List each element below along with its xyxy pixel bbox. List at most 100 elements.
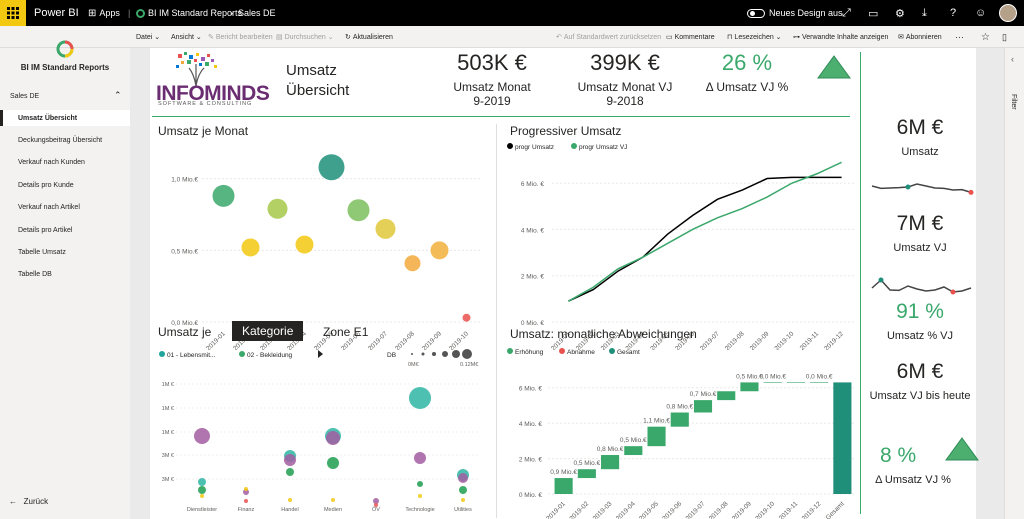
card-2[interactable]: 7M € Umsatz VJ [864,212,976,254]
reset-button[interactable]: ↶ Auf Standardwert zurücksetzen [556,33,662,42]
data-label: 0,5 Mio.€ [573,460,600,467]
back-button[interactable]: ← Zurück [9,497,49,506]
chart-umsatz-je-monat[interactable]: 1,0 Mio.€0,5 Mio.€0,0 Mio.€2019-01 2019-0… [150,140,496,350]
size-legend-max: 0.12M€ [460,362,478,368]
notifications-icon[interactable]: ▭ [868,7,879,20]
legend-marker [571,143,577,149]
card-3[interactable]: 91 % Umsatz % VJ [864,300,976,342]
apps-link[interactable]: ⊞ Apps [88,7,120,19]
x-tick-label: 2019-12 [801,500,823,519]
kpi-umsatz-monat-vj[interactable]: 399K € Umsatz Monat VJ 9-2018 [577,50,673,108]
related-content-button[interactable]: ⊶ Verwandte Inhalte anzeigen [793,33,889,42]
report-canvas: INFOMINDS SOFTWARE & CONSULTING Umsatz Ü… [150,48,979,519]
y-tick-label: 0,5 Mio.€ [171,248,198,255]
kpi-umsatz-monat[interactable]: 503K € Umsatz Monat 9-2019 [453,50,531,108]
category-bubble [288,498,292,502]
y-tick-label: 0 Mio. € [521,320,545,327]
chevron-left-icon[interactable]: ‹ [1011,54,1014,64]
toggle-switch [747,8,765,18]
chart-monatliche-abweichungen[interactable]: Erhöhung Abnahme Gesamt 6 Mio. € 4 Mio. € 2 M… [496,344,860,519]
pane-toggle-icon[interactable]: ▯ [1002,31,1007,42]
card-1[interactable]: 6M € Umsatz [864,116,976,158]
x-tick-label: Gesamt [825,500,846,519]
size-legend-dot [421,352,425,356]
nav-page-3[interactable]: Verkauf nach Kunden [18,159,85,167]
waterfall-bar [740,382,759,392]
feedback-smiley-icon[interactable]: ☺ [975,7,987,19]
explore-icon: ▤ [276,34,285,41]
category-bubble [244,499,248,503]
kpi-delta-umsatz-vj[interactable]: 26 % Δ Umsatz VJ % [705,50,789,94]
refresh-button[interactable]: ↻ Aktualisieren [345,33,393,42]
category-bubble [409,387,431,409]
report-breadcrumb[interactable]: Sales DE [238,8,276,18]
category-bubble [458,473,468,483]
edit-report-button[interactable]: ✎ Bericht bearbeiten [208,33,273,42]
chart-umsatz-je-kategorie[interactable]: 01 - Lebensmit... 02 - Bekleidung DB 0M€ 0.1… [150,344,496,519]
product-name[interactable]: Power BI [34,7,79,19]
y-tick-label: 1M € [162,406,174,412]
x-tick-label: ÖV [372,506,380,513]
download-icon[interactable]: ⤓ [922,6,927,19]
sparkline-2 [871,277,972,295]
settings-gear-icon[interactable]: ⚙ [895,7,905,20]
trend-up-icon [945,437,979,461]
favorite-star-icon[interactable]: ☆ [981,31,990,43]
nav-page-5[interactable]: Verkauf nach Artikel [18,204,80,212]
view-menu[interactable]: Ansicht ⌄ [171,33,202,42]
chevron-down-icon: ⌄ [193,34,202,41]
tab-zone-e1[interactable]: Zone E1 [323,325,369,339]
category-bubble [286,468,294,476]
x-tick-label: Utilities [454,507,472,513]
nav-page-7[interactable]: Tabelle Umsatz [18,248,66,256]
mail-icon: ✉ [898,34,906,41]
size-legend-dot [452,350,460,358]
comments-button[interactable]: ▭ Kommentare [666,33,715,42]
more-options-button[interactable]: ··· [955,32,964,42]
nav-page-4[interactable]: Details pro Kunde [18,181,74,189]
tab-kategorie[interactable]: Kategorie [232,321,304,341]
y-tick-label: 0 Mio. € [519,492,543,499]
sparkline-1 [871,183,974,195]
bookmarks-menu[interactable]: ⊓ Lesezeichen ⌄ [727,33,782,42]
filter-label[interactable]: Filter [1010,94,1017,110]
y-tick-label: 0,0 Mio.€ [171,320,198,327]
nav-page-6[interactable]: Details pro Artikel [18,226,73,234]
legend-label: Erhöhung [515,349,544,356]
card-4[interactable]: 6M € Umsatz VJ bis heute [864,360,976,402]
section-header[interactable]: Sales DE [10,93,40,100]
subscribe-button[interactable]: ✉ Abonnieren [898,33,942,42]
legend-marker [159,351,165,357]
x-tick-label: 2019-05 [638,500,660,519]
y-tick-label: 2 Mio. € [521,274,545,281]
sparkline-marker [878,277,884,283]
explore-menu[interactable]: ▤ Durchsuchen ⌄ [276,33,334,42]
x-tick-label: 2019-09 [731,500,753,519]
new-design-toggle[interactable]: Neues Design aus [747,0,843,26]
filter-pane[interactable]: ‹ Filter [1004,48,1024,519]
category-bubble [374,503,378,507]
data-label: 0,7 Mio.€ [690,391,717,398]
data-label: 0,0 Mio.€ [759,373,786,380]
card-5[interactable]: 8 % Δ Umsatz VJ % [864,444,976,486]
size-legend-title: DB [387,352,396,359]
card-label: Umsatz % VJ [886,330,953,342]
nav-page-1[interactable]: Umsatz Übersicht [0,110,130,126]
waterfall-bar [717,391,736,401]
chart-progressiver-umsatz[interactable]: progr Umsatz progr Umsatz VJ 6 Mio. € 4 Mio… [496,140,860,350]
help-icon[interactable]: ? [950,7,957,19]
nav-page-8[interactable]: Tabelle DB [18,271,52,279]
top-bar: Power BI ⊞ Apps | BI IM Standard Reports… [0,0,1024,26]
collapse-chevron-icon[interactable]: ⌃ [114,90,122,100]
file-menu[interactable]: Datei ⌄ [136,33,161,42]
x-tick-label: 2019-02 [568,500,590,519]
fullscreen-icon[interactable]: ⤢ [842,6,851,19]
workspace-breadcrumb[interactable]: BI IM Standard Reports [136,0,242,26]
user-avatar[interactable] [999,0,1017,26]
x-tick-label: 2019-04 [615,500,637,519]
legend-marker [507,348,513,354]
nav-page-2[interactable]: Deckungsbeitrag Übersicht [18,136,103,144]
app-launcher-button[interactable] [0,0,26,26]
card-value: 8 % [880,444,917,467]
series-line [568,161,842,302]
